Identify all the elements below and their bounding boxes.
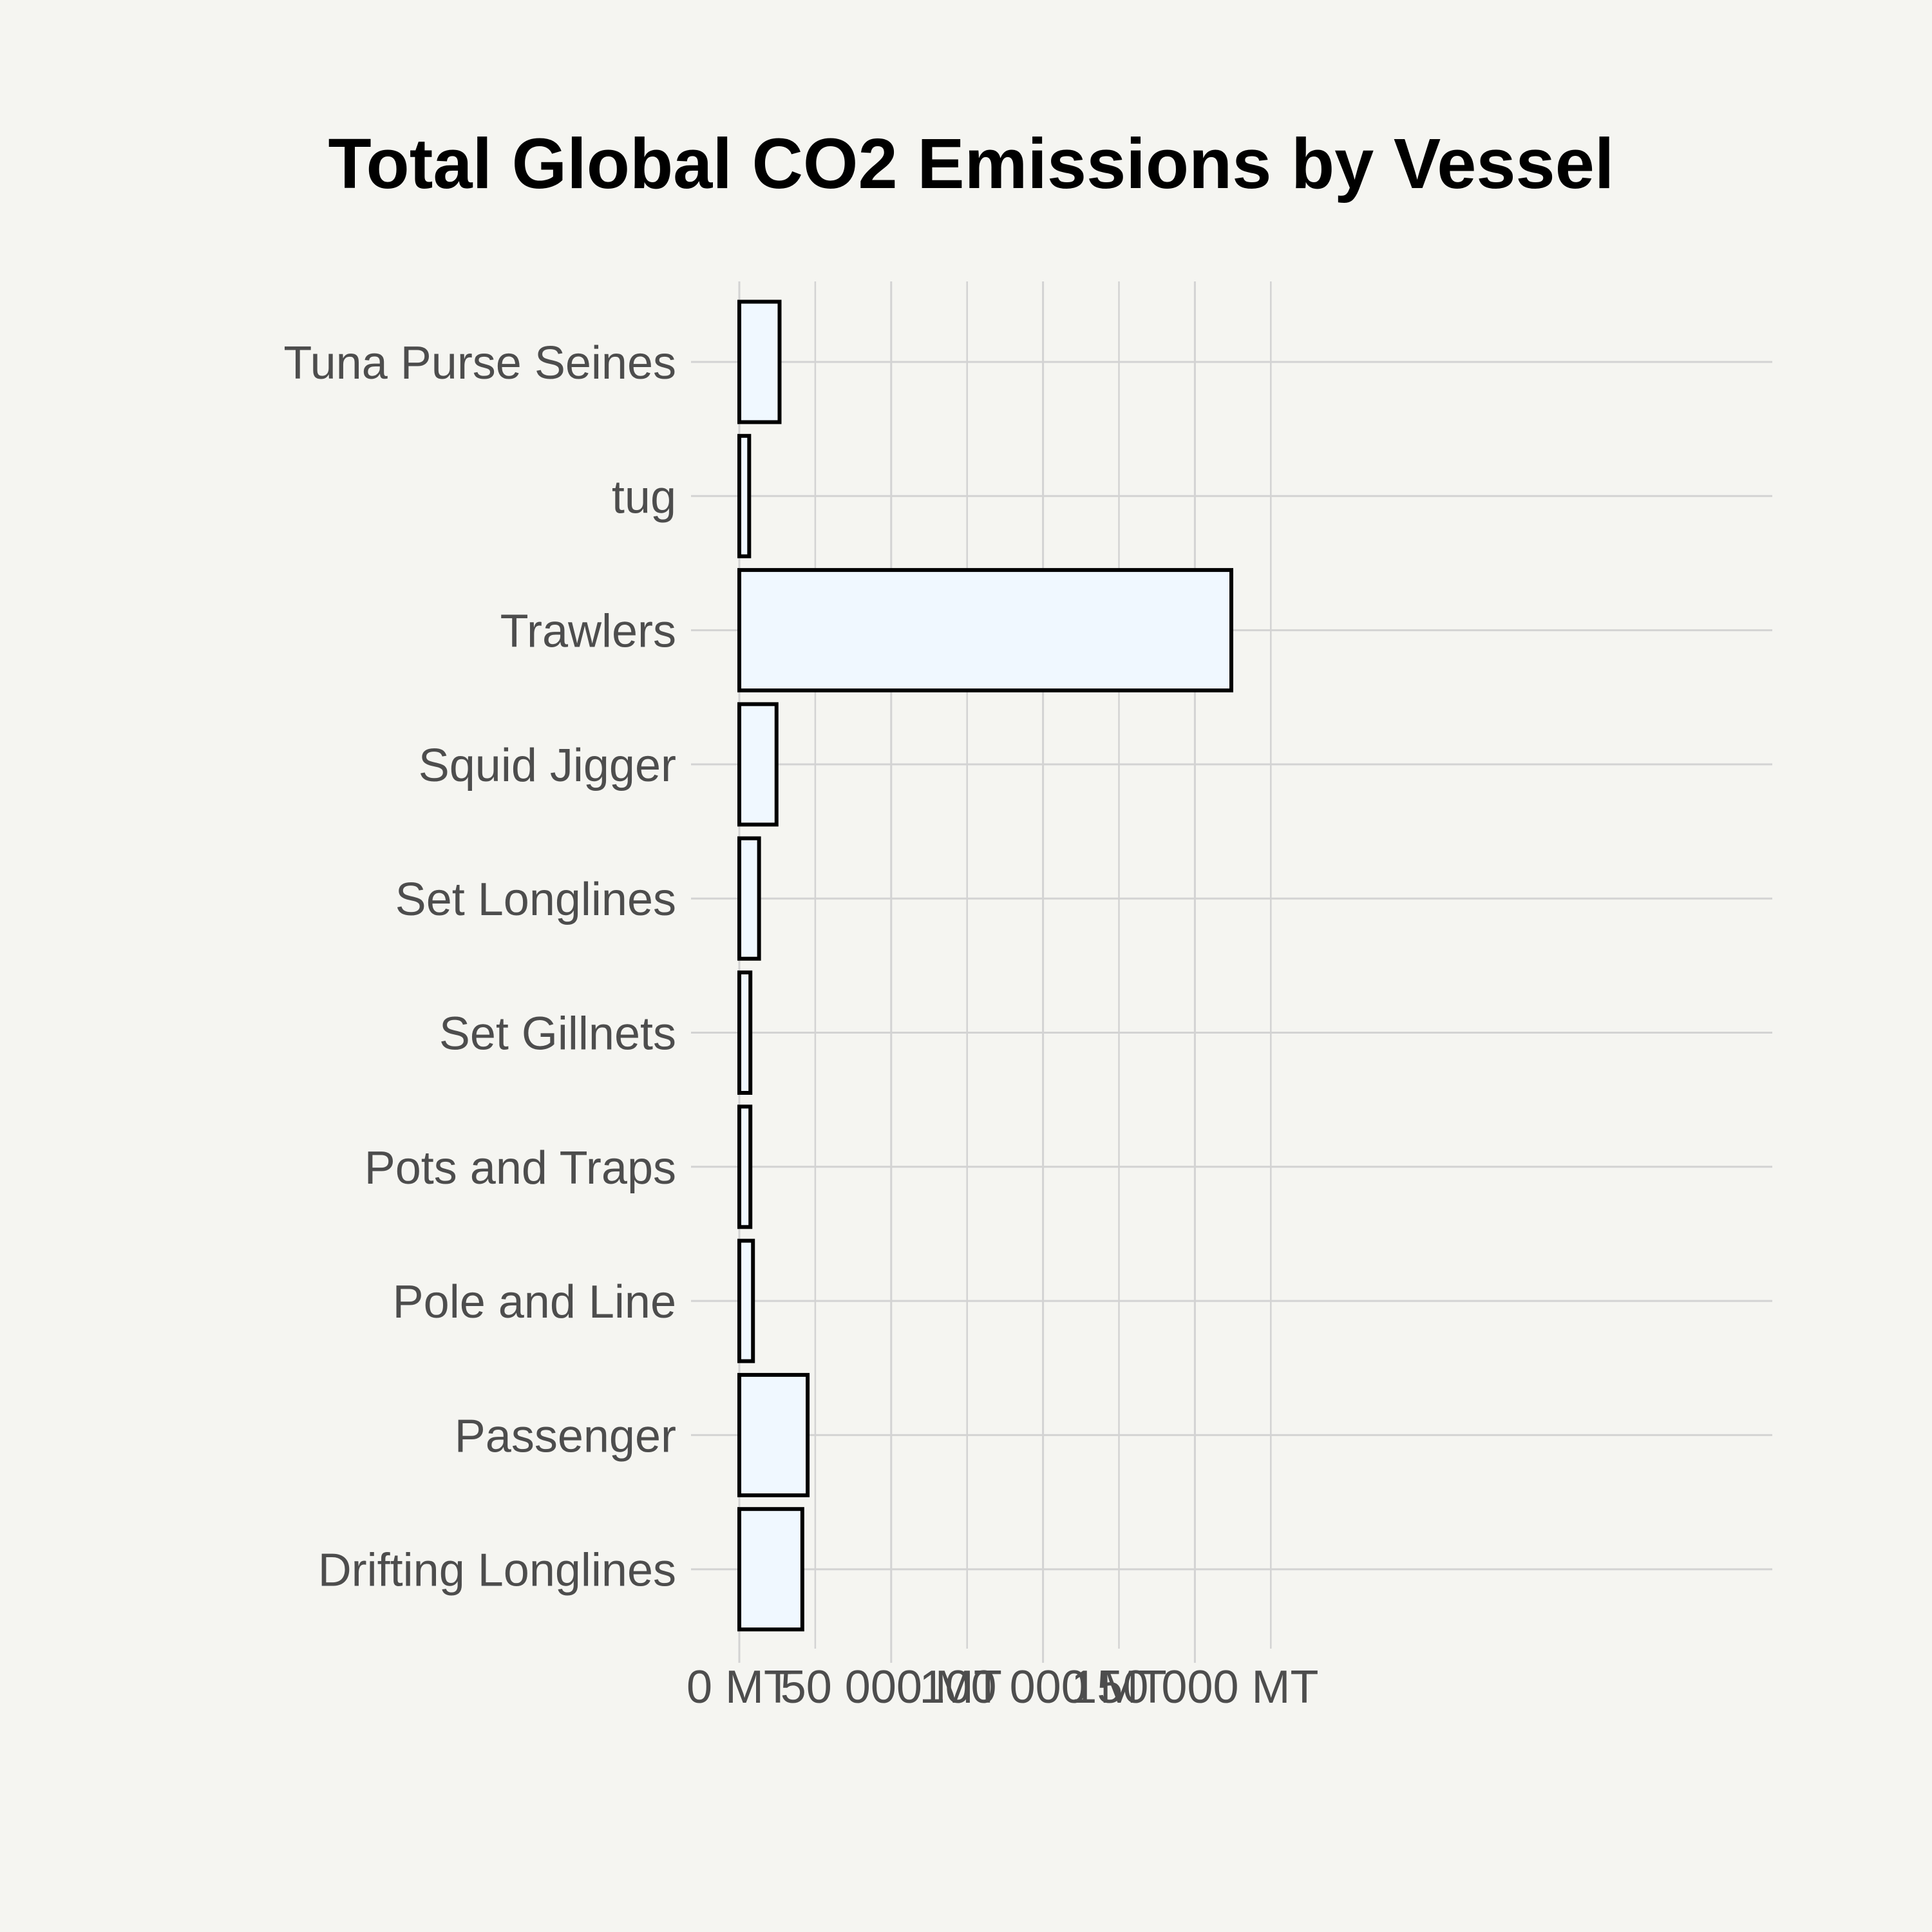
- y-tick-label: Pots and Traps: [365, 1142, 676, 1194]
- bar: [737, 702, 779, 827]
- y-tick-label: Pole and Line: [393, 1276, 676, 1328]
- x-tick-label: 0 MT: [687, 1662, 792, 1713]
- bar: [737, 433, 752, 558]
- y-tick-label: Passenger: [455, 1410, 676, 1462]
- bar: [737, 836, 761, 961]
- bar: [737, 971, 753, 1095]
- y-tick-label: Set Gillnets: [439, 1009, 676, 1060]
- bar: [737, 299, 782, 424]
- bar: [737, 1238, 755, 1363]
- grid-minor: [814, 281, 1272, 1649]
- bar: [737, 568, 1233, 693]
- x-tick-label: 150 000 MT: [1071, 1662, 1318, 1713]
- x-tick-label: 50 000 MT: [781, 1662, 1002, 1713]
- chart-title: Total Global CO2 Emissions by Vessel: [328, 124, 1615, 204]
- y-tick-label: Drifting Longlines: [318, 1545, 676, 1596]
- y-tick-label: Trawlers: [500, 606, 676, 658]
- bar: [737, 1372, 810, 1497]
- bar: [737, 1507, 804, 1632]
- x-tick-label: 100 000 MT: [919, 1662, 1166, 1713]
- bars: [737, 299, 1233, 1632]
- y-tick-label: Set Longlines: [395, 874, 676, 925]
- y-axis-tick-labels: Tuna Purse Seines tug Trawlers Squid Jigger…: [283, 337, 676, 1596]
- y-tick-label: tug: [612, 471, 676, 523]
- x-axis-ticks: [738, 1649, 1196, 1663]
- bar: [737, 1104, 753, 1229]
- y-tick-label: Squid Jigger: [419, 740, 676, 791]
- y-tick-label: Tuna Purse Seines: [283, 337, 676, 389]
